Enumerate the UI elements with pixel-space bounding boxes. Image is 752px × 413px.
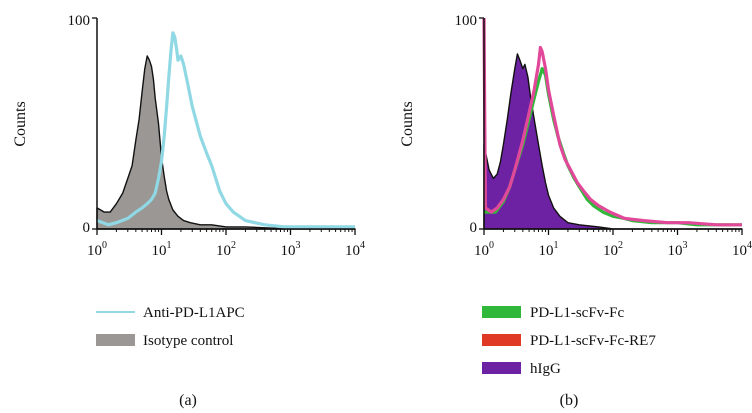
series-anti-pd-l1apc-line (96, 31, 355, 229)
panel-a-x-tick-label: 103 (281, 240, 301, 259)
legend-swatch-pd-l1-scfv-fc (482, 306, 521, 318)
series-pd-l1-scfv-fc-re7-line (482, 17, 742, 227)
panel-b-x-tick-label: 102 (603, 240, 623, 259)
panel-a-plot-area (92, 17, 356, 230)
legend-label-pd-l1-scfv-fc-re7: PD-L1-scFv-Fc-RE7 (530, 333, 656, 349)
legend-label-isotype-control: Isotype control (143, 333, 233, 349)
panel-b-y-tick-top: 100 (455, 13, 478, 29)
panel-a-x-tick-label: 102 (216, 240, 236, 259)
panel-a-x-tick-label: 100 (87, 240, 107, 259)
panel-b-plot-area (479, 17, 743, 230)
panel-b-legend: PD-L1-scFv-Fc PD-L1-scFv-Fc-RE7 hIgG (482, 305, 656, 377)
panel-b-x-ticks: 100 101 102 103 104 (474, 229, 752, 259)
legend-swatch-pd-l1-scfv-fc-re7 (482, 334, 521, 346)
panel-b-x-tick-label: 103 (668, 240, 688, 259)
panel-a-caption: (a) (179, 392, 197, 409)
panel-b: Counts 100 0 100 101 102 103 104 PD-L1-scFv-… (399, 13, 752, 409)
panel-b-x-tick-label: 104 (732, 240, 752, 259)
legend-swatch-higg (482, 362, 521, 374)
panel-b-x-tick-label: 101 (539, 240, 559, 259)
series-isotype-control-area (96, 55, 356, 230)
legend-label-anti-pd-l1apc: Anti-PD-L1APC (143, 305, 245, 321)
panel-b-x-tick-label: 100 (474, 240, 494, 259)
panel-a-y-tick-bottom: 0 (83, 220, 91, 236)
panel-a-legend: Anti-PD-L1APC Isotype control (96, 305, 245, 349)
panel-a-y-axis-label: Counts (12, 101, 29, 146)
legend-label-higg: hIgG (530, 361, 561, 377)
panel-b-y-tick-bottom: 0 (470, 220, 478, 236)
panel-a: Counts 100 0 100 101 102 103 104 Anti-PD-L1A… (12, 13, 365, 409)
panel-a-x-ticks: 100 101 102 103 104 (87, 229, 365, 259)
panel-a-x-tick-label: 101 (152, 240, 172, 259)
panel-b-y-axis-label: Counts (399, 101, 416, 146)
panel-a-y-tick-top: 100 (68, 13, 91, 29)
panel-a-x-tick-label: 104 (345, 240, 365, 259)
panel-b-caption: (b) (560, 392, 579, 409)
legend-label-pd-l1-scfv-fc: PD-L1-scFv-Fc (530, 305, 625, 321)
legend-swatch-isotype-control (96, 334, 135, 346)
